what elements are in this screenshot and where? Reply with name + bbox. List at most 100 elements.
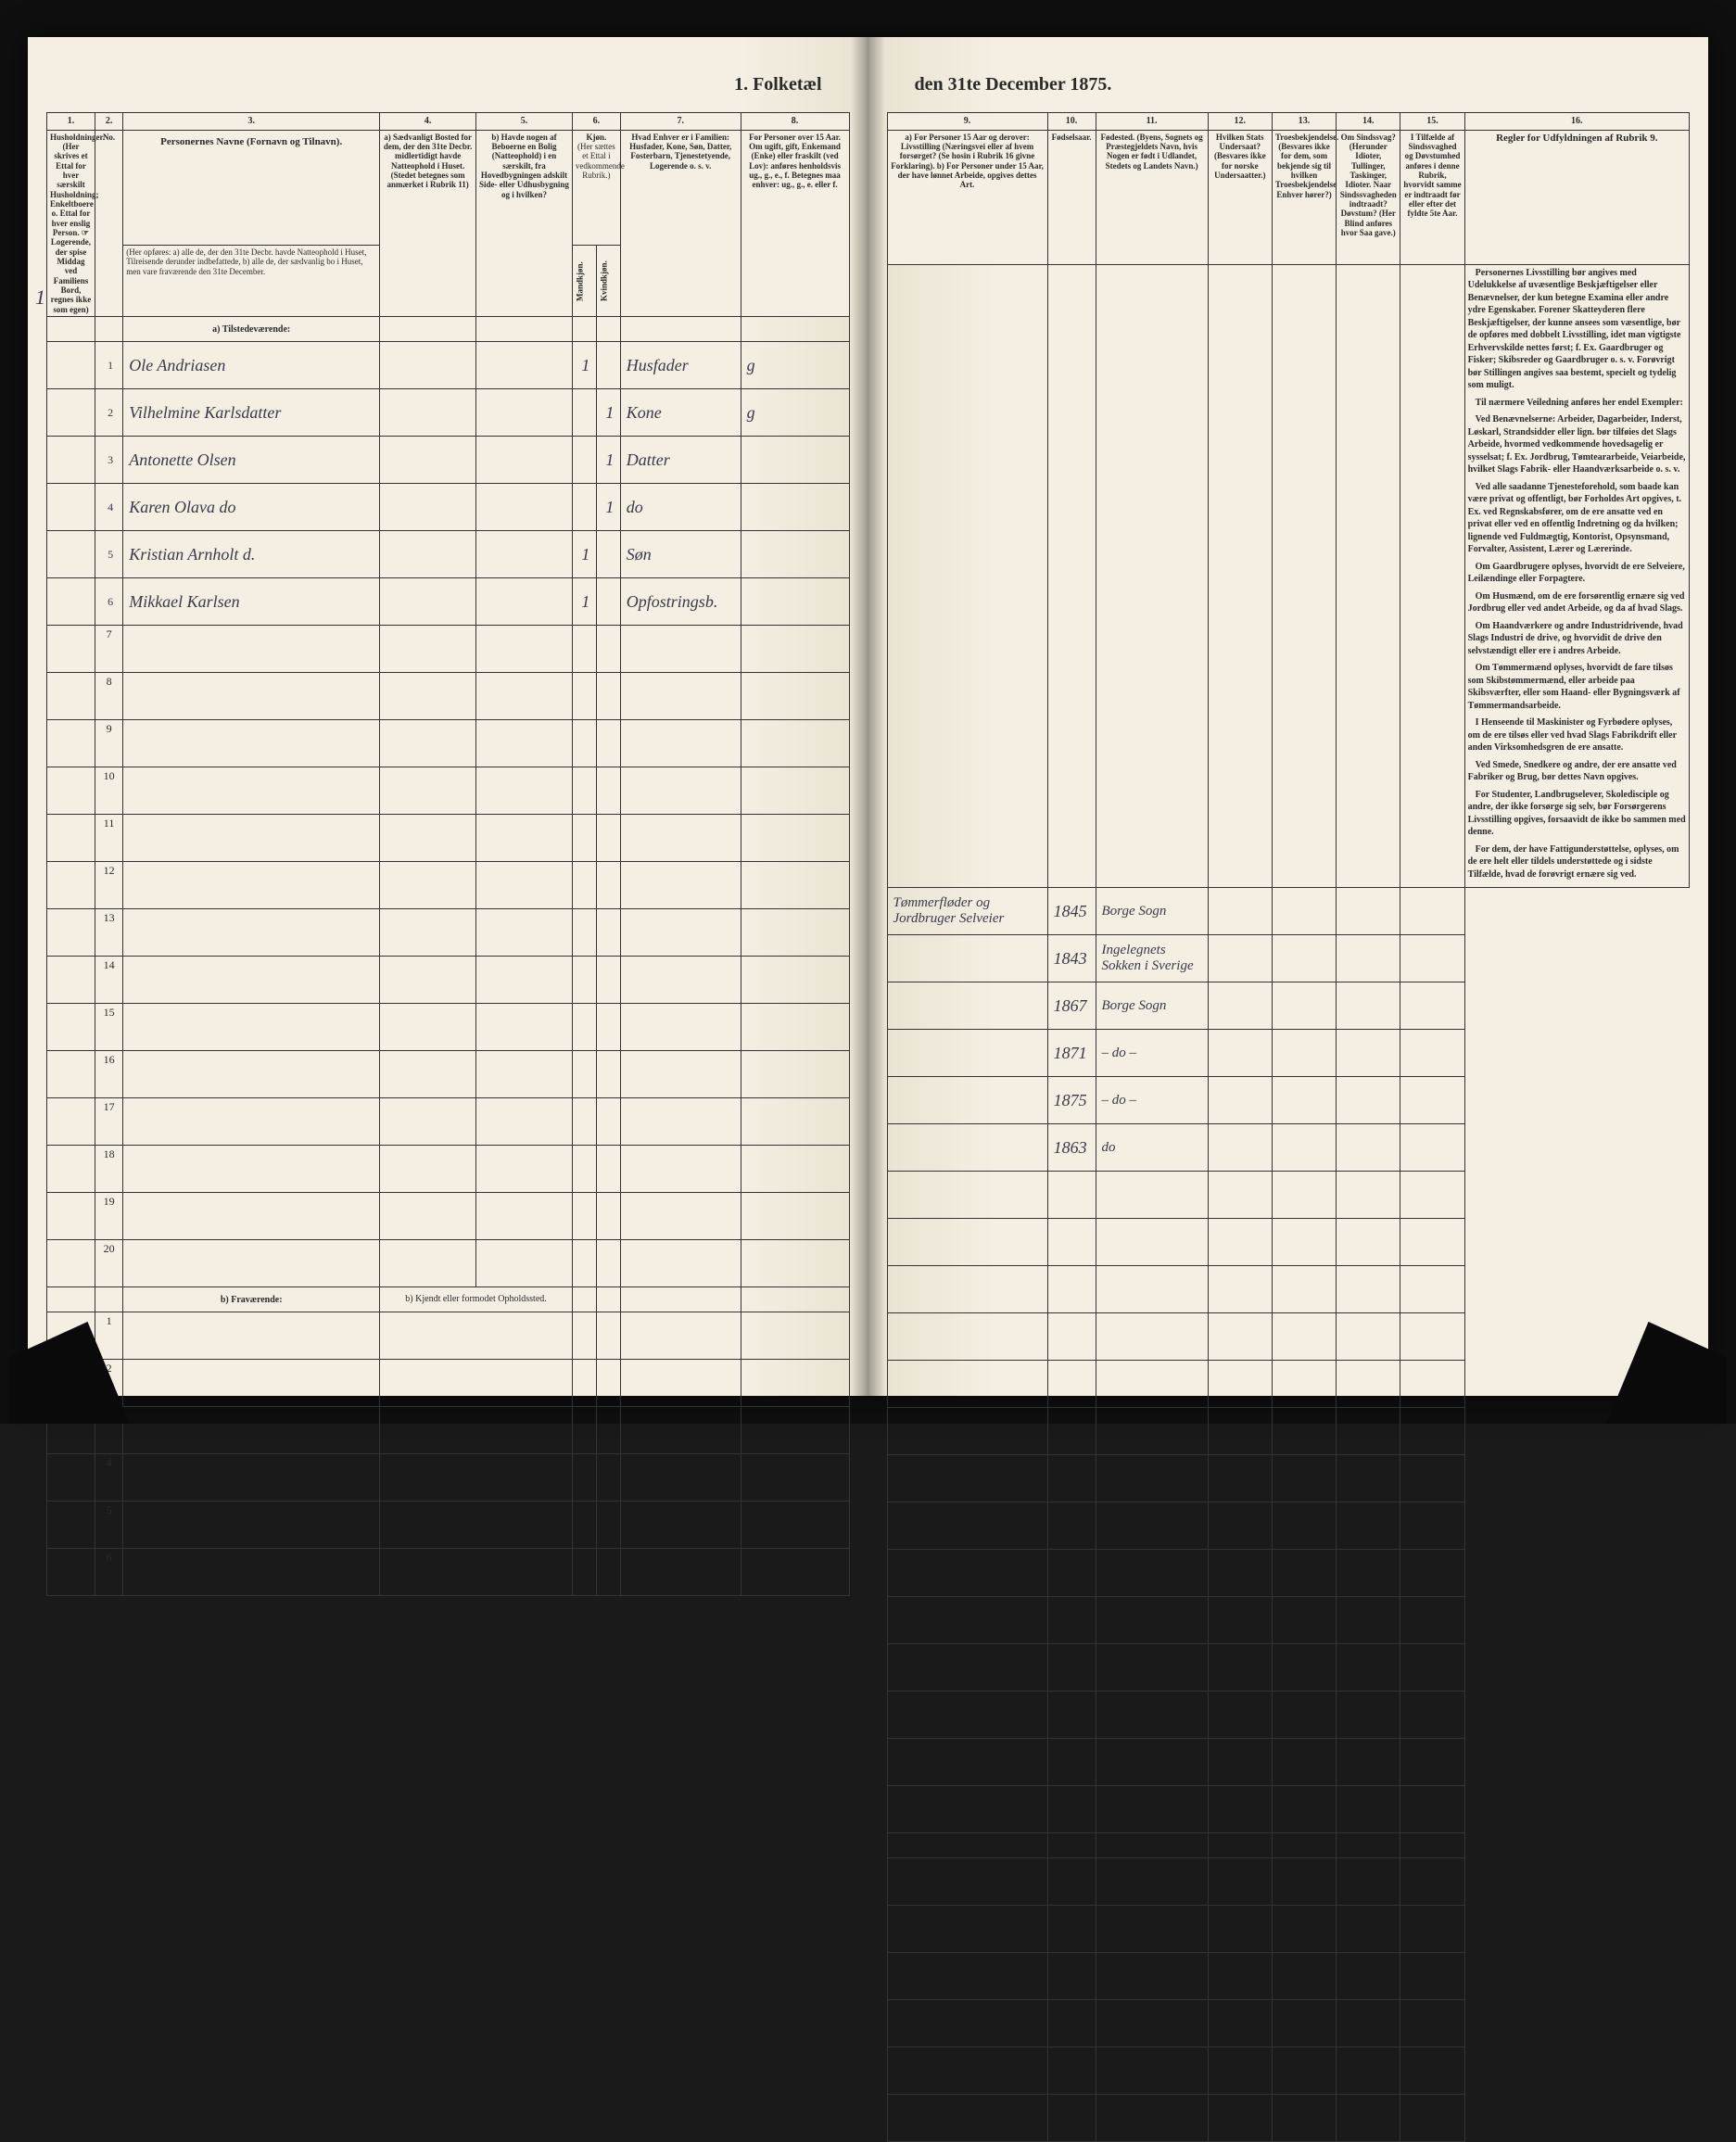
table-row: 2Vilhelmine Karlsdatter1Koneg xyxy=(47,389,850,437)
table-row: 17 xyxy=(47,1098,850,1146)
sex-k: 1 xyxy=(596,437,620,484)
section-a: a) Tilstedeværende: xyxy=(123,317,380,342)
person-name: Ole Andriasen xyxy=(123,342,380,389)
occupation xyxy=(887,1124,1047,1172)
col-2: 2. xyxy=(95,113,122,131)
table-row: 1867Borge Sogn xyxy=(887,982,1690,1030)
sex-m: 1 xyxy=(572,342,596,389)
col-6: 6. xyxy=(572,113,620,131)
col-11: 11. xyxy=(1096,113,1208,131)
table-row xyxy=(887,2000,1690,2047)
title-left: 1. Folketæl xyxy=(46,74,822,95)
col-8: 8. xyxy=(741,113,849,131)
header-6m: Mandkjøn. xyxy=(572,246,596,317)
rubric-p: Ved Smede, Snedkere og andre, der ere an… xyxy=(1468,759,1686,784)
rubric-p: For Studenter, Landbrugselever, Skoledis… xyxy=(1468,789,1686,839)
table-row xyxy=(887,1361,1690,1408)
table-row: 11 xyxy=(47,815,850,862)
header-4: a) Sædvanligt Bosted for dem, der den 31… xyxy=(380,130,476,317)
family-pos: Husfader xyxy=(620,342,741,389)
family-pos: Kone xyxy=(620,389,741,437)
title-right: den 31te December 1875. xyxy=(915,74,1663,95)
table-row xyxy=(887,1172,1690,1219)
table-row: 18 xyxy=(47,1146,850,1193)
scan-frame: 1 1. Folketæl 1. 2. 3. 4. 5. 6. 7. xyxy=(0,0,1736,1424)
row-num: 1 xyxy=(95,342,122,389)
table-row xyxy=(887,1692,1690,1739)
sex-k xyxy=(596,578,620,626)
table-row xyxy=(887,1502,1690,1550)
sex-m xyxy=(572,437,596,484)
birth-year: 1845 xyxy=(1047,888,1096,935)
rubric-p: Personernes Livsstilling bør angives med… xyxy=(1468,267,1686,392)
col-13: 13. xyxy=(1272,113,1336,131)
table-row: 14 xyxy=(47,957,850,1004)
marital: g xyxy=(741,389,849,437)
header-6-top: Kjøn. xyxy=(576,133,617,142)
table-row: 1871– do – xyxy=(887,1030,1690,1077)
table-row xyxy=(887,1266,1690,1313)
household-number: 1 xyxy=(35,285,45,310)
sex-m: 1 xyxy=(572,531,596,578)
row-num: 3 xyxy=(95,437,122,484)
table-row: 4 xyxy=(47,1454,850,1502)
table-row: 8 xyxy=(47,673,850,720)
table-row: 1863do xyxy=(887,1124,1690,1172)
rubric-p: Om Gaardbrugere oplyses, hvorvidt de ere… xyxy=(1468,561,1686,586)
col-15: 15. xyxy=(1400,113,1464,131)
header-5: b) Havde nogen af Beboerne en Bolig (Nat… xyxy=(476,130,573,317)
birth-place: – do – xyxy=(1096,1030,1208,1077)
table-row: 15 xyxy=(47,1004,850,1051)
table-row: 3Antonette Olsen1Datter xyxy=(47,437,850,484)
col-4: 4. xyxy=(380,113,476,131)
table-row xyxy=(887,1953,1690,2000)
table-row xyxy=(887,1597,1690,1644)
book-spread: 1 1. Folketæl 1. 2. 3. 4. 5. 6. 7. xyxy=(28,37,1708,1396)
birth-year: 1863 xyxy=(1047,1124,1096,1172)
marital: g xyxy=(741,342,849,389)
birth-year: 1843 xyxy=(1047,935,1096,982)
family-pos: do xyxy=(620,484,741,531)
table-row xyxy=(887,1219,1690,1266)
person-name: Vilhelmine Karlsdatter xyxy=(123,389,380,437)
table-row xyxy=(887,1408,1690,1455)
table-row xyxy=(887,1906,1690,1953)
sex-m xyxy=(572,389,596,437)
table-row xyxy=(887,2095,1690,2142)
header-3-title: Personernes Navne (Fornavn og Tilnavn). xyxy=(123,130,380,246)
table-row: Tømmerfløder og Jordbruger Selveier1845B… xyxy=(887,888,1690,935)
header-6: Kjøn. (Her sættes et Ettal i vedkommende… xyxy=(572,130,620,246)
table-row xyxy=(887,1858,1690,1906)
col-12: 12. xyxy=(1208,113,1272,131)
table-row: 6Mikkael Karlsen1Opfostringsb. xyxy=(47,578,850,626)
marital xyxy=(741,578,849,626)
sex-k: 1 xyxy=(596,484,620,531)
col-5: 5. xyxy=(476,113,573,131)
row-num: 2 xyxy=(95,389,122,437)
header-8: For Personer over 15 Aar. Om ugift, gift… xyxy=(741,130,849,317)
occupation xyxy=(887,1077,1047,1124)
table-row xyxy=(887,1313,1690,1361)
table-row: 6 xyxy=(47,1549,850,1596)
table-row xyxy=(887,1455,1690,1502)
section-b-col4: b) Kjendt eller formodet Opholdssted. xyxy=(380,1287,573,1312)
marital xyxy=(741,437,849,484)
occupation xyxy=(887,982,1047,1030)
rubric-p: Ved alle saadanne Tjenesteforehold, som … xyxy=(1468,481,1686,556)
table-row xyxy=(887,1644,1690,1692)
table-row: 20 xyxy=(47,1240,850,1287)
sex-m xyxy=(572,484,596,531)
rubric-p: Til nærmere Veiledning anføres her endel… xyxy=(1468,397,1686,410)
birth-place: Borge Sogn xyxy=(1096,888,1208,935)
table-row: 4Karen Olava do1do xyxy=(47,484,850,531)
birth-year: 1871 xyxy=(1047,1030,1096,1077)
marital xyxy=(741,531,849,578)
header-2: No. xyxy=(95,130,122,317)
col-14: 14. xyxy=(1337,113,1400,131)
table-row: 2 xyxy=(47,1360,850,1407)
header-3-sub: (Her opføres: a) alle de, der den 31te D… xyxy=(123,246,380,317)
header-14: Om Sindssvag? (Herunder Idioter, Tulling… xyxy=(1337,130,1400,264)
table-row: 10 xyxy=(47,767,850,815)
rubric-p: Ved Benævnelserne: Arbeider, Dagarbeider… xyxy=(1468,413,1686,476)
row-num: 4 xyxy=(95,484,122,531)
